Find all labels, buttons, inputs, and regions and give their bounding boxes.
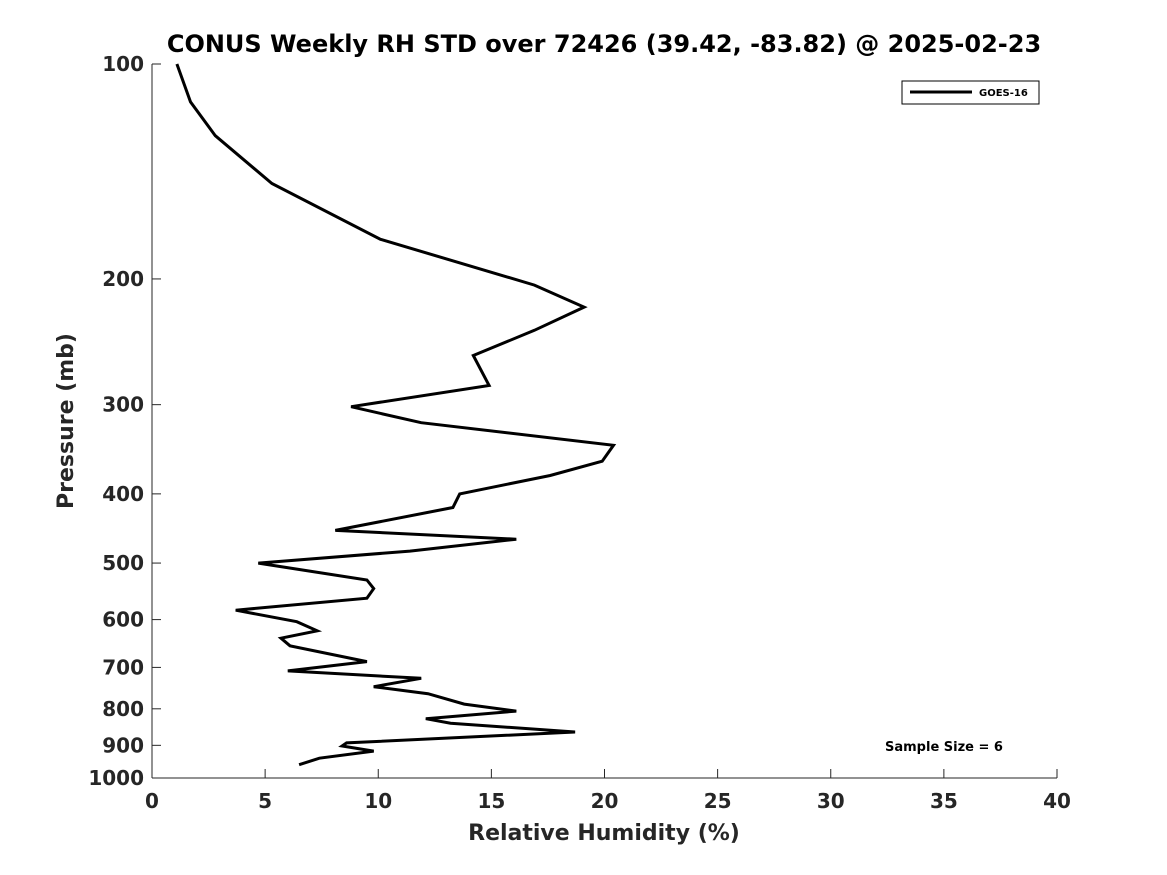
x-tick-label: 20 xyxy=(591,789,619,813)
y-tick-label: 800 xyxy=(102,697,144,721)
y-axis-label: Pressure (mb) xyxy=(54,333,79,509)
x-tick-label: 30 xyxy=(817,789,845,813)
y-tick-label: 400 xyxy=(102,482,144,506)
x-tick-label: 35 xyxy=(930,789,958,813)
x-tick-label: 15 xyxy=(477,789,505,813)
x-tick-label: 5 xyxy=(258,789,272,813)
y-tick-label: 300 xyxy=(102,393,144,417)
x-axis-label: Relative Humidity (%) xyxy=(468,821,740,846)
y-tick-label: 600 xyxy=(102,608,144,632)
chart-title: CONUS Weekly RH STD over 72426 (39.42, -… xyxy=(167,30,1041,58)
x-tick-label: 0 xyxy=(145,789,159,813)
y-tick-label: 900 xyxy=(102,733,144,757)
y-tick-label: 700 xyxy=(102,655,144,679)
x-ticks: 0 5 10 15 20 25 30 35 40 xyxy=(145,769,1071,813)
y-axis: 100 200 300 400 500 600 700 800 900 1000 xyxy=(88,52,161,790)
y-ticks: 100 200 300 400 500 600 700 800 900 1000 xyxy=(88,52,161,790)
y-tick-label: 200 xyxy=(102,267,144,291)
legend-label-goes-16: GOES-16 xyxy=(979,88,1028,99)
y-tick-label: 500 xyxy=(102,551,144,575)
y-tick-label: 100 xyxy=(102,52,144,76)
legend: GOES-16 xyxy=(901,80,1040,105)
y-tick-label: 1000 xyxy=(88,766,144,790)
sample-size-annotation: Sample Size = 6 xyxy=(885,740,1003,755)
x-tick-label: 10 xyxy=(364,789,392,813)
x-tick-label: 25 xyxy=(704,789,732,813)
x-tick-label: 40 xyxy=(1043,789,1071,813)
x-axis: 0 5 10 15 20 25 30 35 40 xyxy=(145,769,1071,813)
series-group xyxy=(175,63,617,767)
series-line-goes-16 xyxy=(175,63,617,767)
